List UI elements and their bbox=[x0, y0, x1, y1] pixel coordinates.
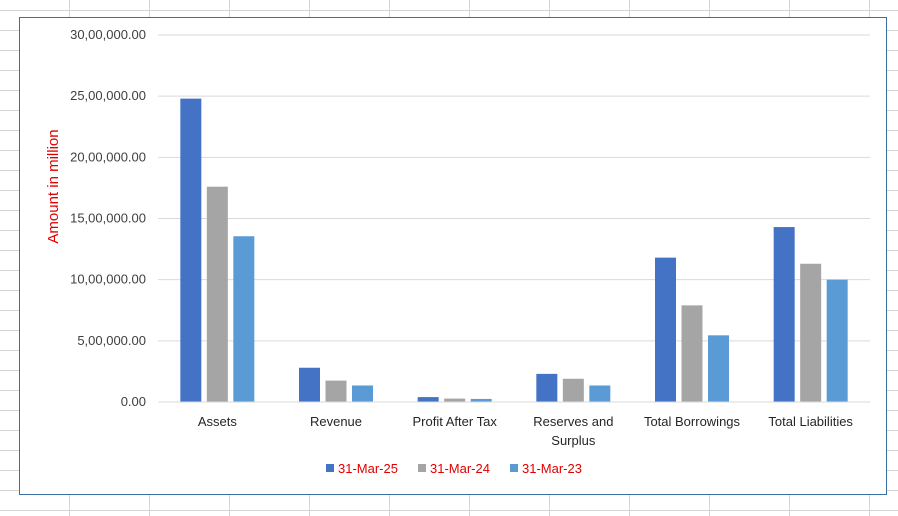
y-axis-ticks: 0.00 5,00,000.00 10,00,000.00 15,00,000.00 2… bbox=[70, 27, 146, 409]
x-tick-label: Reserves and bbox=[533, 414, 613, 429]
bar bbox=[708, 335, 729, 402]
legend-swatch bbox=[510, 464, 518, 472]
bar bbox=[681, 305, 703, 402]
x-axis-labels: Assets Revenue Profit After Tax Reserves an… bbox=[198, 414, 854, 448]
bar bbox=[826, 279, 848, 402]
bar bbox=[352, 385, 373, 402]
bars bbox=[180, 98, 848, 402]
bar bbox=[773, 227, 795, 402]
bar bbox=[180, 98, 202, 402]
y-tick-label: 0.00 bbox=[121, 394, 146, 409]
bar bbox=[800, 263, 822, 402]
legend-swatch bbox=[418, 464, 426, 472]
x-tick-label: Revenue bbox=[310, 414, 362, 429]
legend-label: 31-Mar-24 bbox=[430, 461, 490, 476]
x-tick-label: Surplus bbox=[551, 433, 596, 448]
x-tick-label: Total Liabilities bbox=[768, 414, 853, 429]
y-axis-title: Amount in million bbox=[45, 129, 62, 243]
bar bbox=[536, 373, 558, 402]
gridlines bbox=[158, 34, 870, 342]
bar bbox=[417, 397, 439, 402]
y-tick-label: 5,00,000.00 bbox=[77, 333, 146, 348]
legend-swatch bbox=[326, 464, 334, 472]
bar bbox=[562, 378, 584, 402]
x-tick-label: Total Borrowings bbox=[644, 414, 741, 429]
legend-label: 31-Mar-23 bbox=[522, 461, 582, 476]
y-tick-label: 30,00,000.00 bbox=[70, 27, 146, 42]
chart-area: 0.00 5,00,000.00 10,00,000.00 15,00,000.00 2… bbox=[19, 17, 887, 495]
bar bbox=[233, 236, 255, 402]
x-tick-label: Assets bbox=[198, 414, 238, 429]
legend: 31-Mar-25 31-Mar-24 31-Mar-23 bbox=[326, 461, 582, 476]
bar bbox=[470, 398, 492, 402]
bar bbox=[589, 385, 611, 402]
bar bbox=[299, 367, 320, 402]
y-tick-label: 15,00,000.00 bbox=[70, 211, 146, 226]
y-tick-label: 10,00,000.00 bbox=[70, 272, 146, 287]
x-tick-label: Profit After Tax bbox=[413, 414, 498, 429]
bar bbox=[655, 257, 676, 402]
bar bbox=[325, 380, 347, 402]
bar bbox=[206, 186, 228, 402]
y-tick-label: 20,00,000.00 bbox=[70, 149, 146, 164]
legend-label: 31-Mar-25 bbox=[338, 461, 398, 476]
bar bbox=[444, 398, 466, 402]
bar-chart: 0.00 5,00,000.00 10,00,000.00 15,00,000.00 2… bbox=[45, 27, 870, 476]
y-tick-label: 25,00,000.00 bbox=[70, 88, 146, 103]
